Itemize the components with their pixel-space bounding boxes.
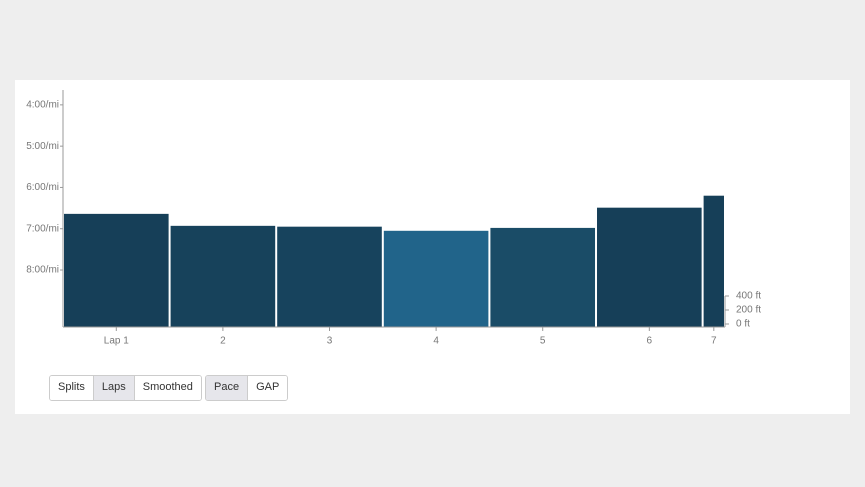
view-button[interactable]: Smoothed [134,376,201,400]
metric-button[interactable]: GAP [248,376,288,400]
view-toggle: Splits Laps Smoothed [49,375,202,401]
x-tick-label: 6 [647,336,653,347]
x-tick-label: 3 [327,336,333,347]
metric-button[interactable]: Pace [206,376,249,400]
x-tick-label: 4 [433,336,439,347]
bar [64,213,169,327]
bar [277,226,382,327]
x-tick-label: 5 [540,336,546,347]
y-tick-label: 8:00/mi [26,265,59,276]
y-tick-label: 4:00/mi [26,100,59,111]
view-button[interactable]: Splits [50,376,94,400]
bar [170,225,276,327]
bar [703,195,724,327]
metric-toggle: Pace GAP [205,375,289,401]
bar [490,227,596,327]
y-tick-label: 7:00/mi [26,223,59,234]
x-tick-label: 7 [711,336,717,347]
y2-tick-label: 200 ft [736,305,761,316]
view-button[interactable]: Laps [93,376,135,400]
x-tick-label: 2 [220,336,226,347]
bar [383,230,489,327]
bar [597,207,702,327]
y2-tick-label: 400 ft [736,291,761,302]
y2-tick-label: 0 ft [736,319,750,330]
x-tick-label: Lap 1 [104,336,129,347]
y-tick-label: 6:00/mi [26,182,59,193]
y-tick-label: 5:00/mi [26,141,59,152]
